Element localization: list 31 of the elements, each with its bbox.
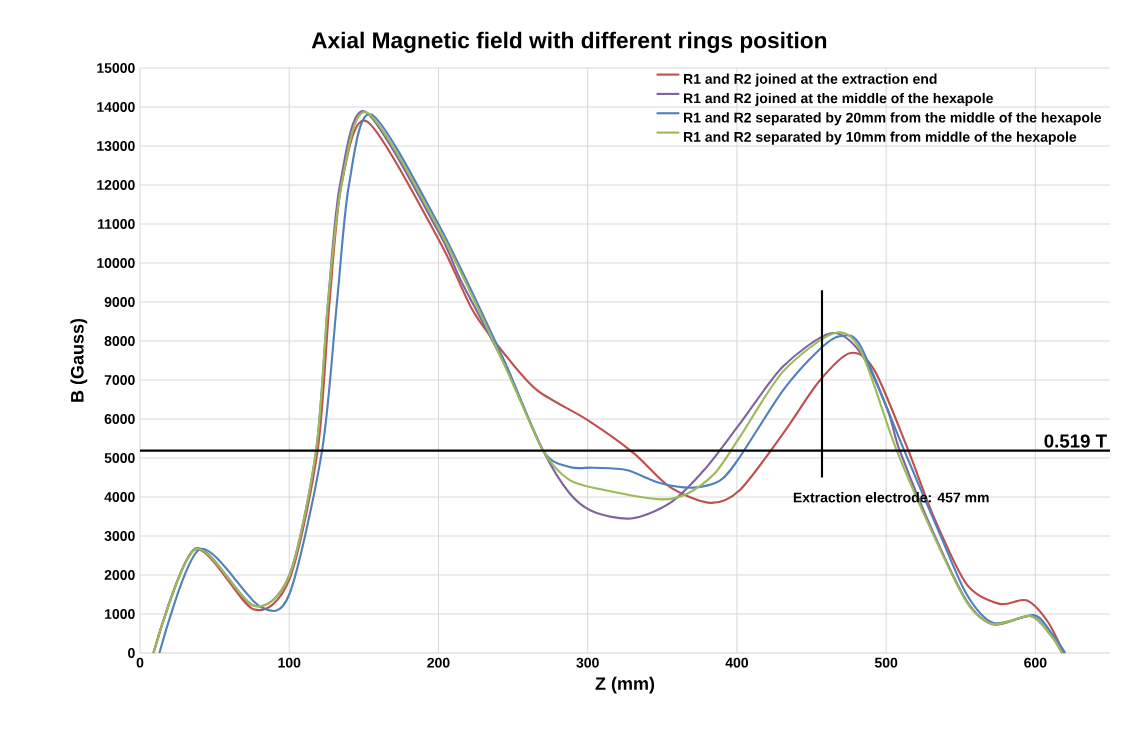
- x-tick-label: 400: [725, 657, 749, 668]
- y-axis-title: B (Gauss): [70, 318, 88, 402]
- y-tick-label: 10000: [97, 258, 135, 268]
- y-tick-label: 5000: [104, 453, 135, 463]
- x-axis-title: Z (mm): [595, 676, 655, 694]
- ref-line-label: 0.519 T: [1044, 434, 1107, 448]
- legend-label: R1 and R2 joined at the middle of the hexapole: [684, 92, 993, 106]
- y-tick-label: 8000: [104, 336, 135, 346]
- x-tick-label: 100: [278, 657, 301, 668]
- legend-label: R1 and R2 joined at the extraction end: [684, 73, 937, 87]
- y-tick-label: 15000: [97, 63, 135, 73]
- y-tick-label: 7000: [104, 375, 135, 385]
- x-tick-label: 500: [874, 657, 898, 668]
- x-tick-label: 200: [427, 657, 450, 668]
- y-tick-label: 4000: [104, 492, 135, 502]
- x-tick-label: 0: [136, 657, 144, 668]
- y-tick-label: 12000: [97, 180, 135, 190]
- y-tick-label: 1000: [105, 609, 135, 619]
- y-tick-label: 0: [128, 648, 135, 658]
- legend-label: R1 and R2 separated by 10mm from middle of the hexapole: [684, 131, 1077, 145]
- y-tick-label: 13000: [97, 141, 135, 151]
- chart-title: Axial Magnetic field with different rings position: [311, 31, 827, 53]
- y-tick-label: 9000: [104, 297, 135, 307]
- x-tick-label: 300: [576, 657, 599, 668]
- y-tick-label: 6000: [104, 414, 135, 424]
- y-tick-label: 14000: [97, 102, 135, 112]
- x-tick-label: 600: [1024, 657, 1047, 668]
- y-tick-label: 3000: [104, 531, 135, 541]
- y-tick-label: 11000: [98, 219, 135, 229]
- y-tick-label: 2000: [104, 570, 135, 580]
- legend-label: R1 and R2 separated by 20mm from the middle of the hexapole: [684, 112, 1102, 126]
